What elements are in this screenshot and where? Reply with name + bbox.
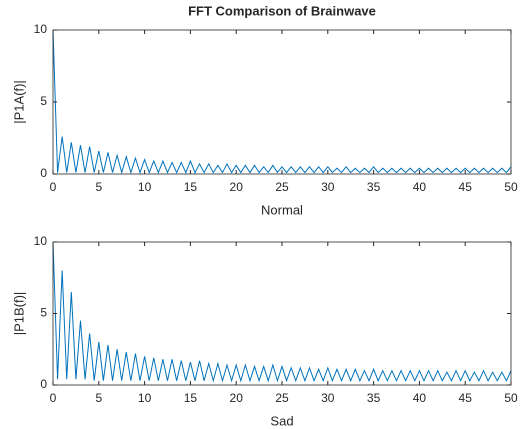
x-tick-label: 15	[184, 180, 198, 194]
x-tick-label: 50	[504, 180, 518, 194]
x-tick-label: 0	[50, 391, 57, 405]
x-tick-label: 20	[230, 180, 244, 194]
x-tick-label: 25	[275, 180, 289, 194]
x-tick-label: 40	[413, 391, 427, 405]
x-tick-label: 30	[321, 391, 335, 405]
x-tick-label: 5	[95, 180, 102, 194]
x-tick-label: 40	[413, 180, 427, 194]
x-tick-label: 50	[504, 391, 518, 405]
x-tick-label: 45	[459, 180, 473, 194]
x-tick-label: 10	[138, 391, 152, 405]
y-tick-label: 10	[34, 234, 48, 248]
x-tick-label: 15	[184, 391, 198, 405]
y-tick-label: 5	[40, 306, 47, 320]
x-tick-label: 35	[367, 391, 381, 405]
spectrum-line	[52, 241, 512, 383]
x-tick-label: 35	[367, 180, 381, 194]
y-axis-label: |P1B(f)|	[11, 292, 26, 336]
y-axis-label: |P1A(f)|	[11, 80, 26, 124]
x-tick-label: 30	[321, 180, 335, 194]
x-tick-label: 0	[50, 180, 57, 194]
x-tick-label: 20	[230, 391, 244, 405]
x-tick-label: 5	[95, 391, 102, 405]
y-tick-label: 10	[34, 22, 48, 36]
spectrum-line	[52, 29, 512, 175]
y-tick-label: 0	[40, 166, 47, 180]
x-axis-label: Sad	[270, 413, 293, 428]
x-tick-label: 25	[275, 391, 289, 405]
x-axis-label: Normal	[261, 202, 303, 217]
y-tick-label: 5	[40, 94, 47, 108]
y-tick-label: 0	[40, 377, 47, 391]
chart-title: FFT Comparison of Brainwave	[188, 3, 376, 18]
x-tick-label: 45	[459, 391, 473, 405]
x-tick-label: 10	[138, 180, 152, 194]
